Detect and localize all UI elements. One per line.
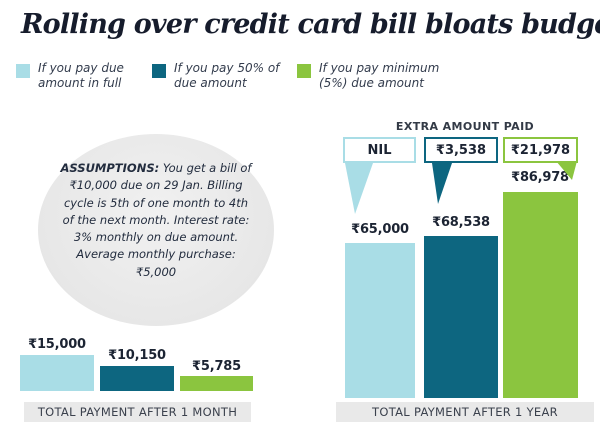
callout-pointer-pay-min bbox=[556, 161, 577, 180]
month-bar-value-pay-full: ₹15,000 bbox=[28, 337, 86, 352]
month-bar-pay-half bbox=[100, 366, 174, 391]
assumptions-lead: ASSUMPTIONS: bbox=[60, 161, 160, 175]
year-chart-caption: TOTAL PAYMENT AFTER 1 YEAR bbox=[336, 402, 594, 422]
month-bar-value-pay-half: ₹10,150 bbox=[108, 348, 166, 363]
legend-label: If you pay due amount in full bbox=[38, 61, 124, 91]
year-bar-value-pay-min: ₹86,978 bbox=[511, 170, 569, 185]
year-bar-pay-half bbox=[424, 236, 498, 398]
legend-swatch-pay-min bbox=[297, 64, 311, 78]
legend-swatch-pay-half bbox=[152, 64, 166, 78]
callout-extra-pay-half: ₹3,538 bbox=[424, 137, 498, 163]
month-bar-pay-min bbox=[180, 376, 253, 391]
extra-amount-paid-header: EXTRA AMOUNT PAID bbox=[395, 120, 535, 133]
assumptions-circle bbox=[38, 134, 274, 326]
legend-label: If you pay 50% of due amount bbox=[174, 61, 280, 91]
year-bar-pay-min bbox=[503, 192, 578, 398]
callout-extra-pay-full: NIL bbox=[343, 137, 416, 163]
year-bar-value-pay-half: ₹68,538 bbox=[432, 215, 490, 230]
legend-swatch-pay-full bbox=[16, 64, 30, 78]
month-bar-pay-full bbox=[20, 355, 94, 391]
month-chart-caption: TOTAL PAYMENT AFTER 1 MONTH bbox=[24, 402, 251, 422]
callout-pointer-pay-full bbox=[345, 163, 373, 214]
legend-item-pay-half: If you pay 50% of due amount bbox=[152, 61, 282, 92]
year-bar-value-pay-full: ₹65,000 bbox=[351, 222, 409, 237]
page-title: Rolling over credit card bill bloats bud… bbox=[21, 9, 600, 40]
callout-pointer-pay-half bbox=[432, 163, 452, 204]
month-bar-value-pay-min: ₹5,785 bbox=[192, 359, 241, 374]
legend-label: If you pay minimum (5%) due amount bbox=[319, 61, 440, 91]
callout-extra-pay-min: ₹21,978 bbox=[503, 137, 578, 163]
assumptions-text: ASSUMPTIONS: You get a bill of ₹10,000 d… bbox=[58, 160, 254, 281]
year-bar-pay-full bbox=[345, 243, 415, 398]
assumptions-body: You get a bill of ₹10,000 due on 29 Jan.… bbox=[62, 161, 252, 279]
callout-pointers bbox=[345, 161, 577, 214]
legend-item-pay-min: If you pay minimum (5%) due amount bbox=[297, 61, 443, 92]
legend-item-pay-full: If you pay due amount in full bbox=[16, 61, 126, 92]
